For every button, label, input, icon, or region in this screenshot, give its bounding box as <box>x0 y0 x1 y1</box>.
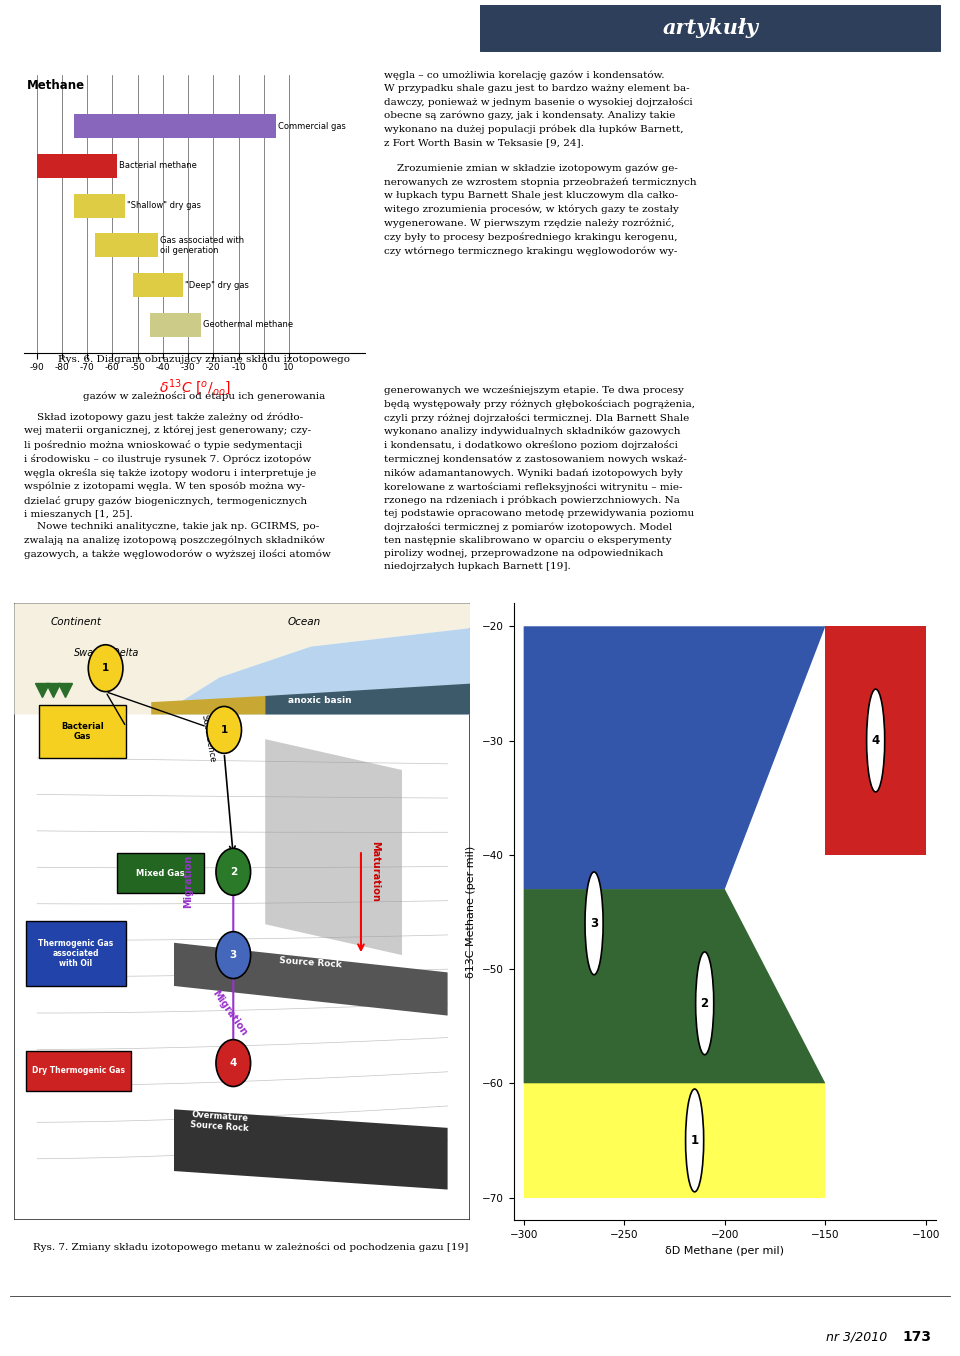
Polygon shape <box>152 696 265 715</box>
Circle shape <box>216 1040 251 1086</box>
Polygon shape <box>826 626 926 854</box>
Polygon shape <box>523 1083 826 1197</box>
Polygon shape <box>265 683 470 715</box>
X-axis label: $\delta^{13}C\ \mathit{[^o/_{oo}]}$: $\delta^{13}C\ \mathit{[^o/_{oo}]}$ <box>158 377 230 397</box>
Text: Skład izotopowy gazu jest także zależny od źródło-
wej materii organicznej, z kt: Skład izotopowy gazu jest także zależny … <box>24 412 331 559</box>
Polygon shape <box>174 1109 447 1189</box>
Polygon shape <box>523 890 826 1083</box>
Text: Bacterial methane: Bacterial methane <box>119 161 198 171</box>
Y-axis label: δ13C Methane (per mil): δ13C Methane (per mil) <box>467 846 476 978</box>
Text: Migration: Migration <box>183 854 193 907</box>
Bar <box>75 114 276 138</box>
Text: 2: 2 <box>229 866 237 877</box>
FancyBboxPatch shape <box>39 705 126 758</box>
Text: "Deep" dry gas: "Deep" dry gas <box>185 281 249 290</box>
Text: 4: 4 <box>229 1058 237 1069</box>
Text: generowanych we wcześniejszym etapie. Te dwa procesy
będą występowały przy różny: generowanych we wcześniejszym etapie. Te… <box>384 385 695 571</box>
Polygon shape <box>14 603 470 715</box>
Text: Migration: Migration <box>210 989 250 1037</box>
Text: 3: 3 <box>590 917 598 930</box>
Text: 173: 173 <box>902 1330 931 1344</box>
Text: Rys. 6. Diagram obrazujący zmianę składu izotopowego: Rys. 6. Diagram obrazujący zmianę składu… <box>58 355 350 365</box>
Text: Overmature
Source Rock: Overmature Source Rock <box>190 1109 250 1132</box>
Circle shape <box>585 872 603 975</box>
Bar <box>150 313 201 336</box>
Text: Subsidence: Subsidence <box>199 713 216 762</box>
Circle shape <box>88 644 123 692</box>
Text: "Shallow" dry gas: "Shallow" dry gas <box>127 201 201 210</box>
Text: Continent: Continent <box>51 617 102 626</box>
Text: 4: 4 <box>872 734 879 747</box>
Text: Ocean: Ocean <box>288 617 322 626</box>
Text: węgla – co umożliwia korelację gazów i kondensatów.
W przypadku shale gazu jest : węgla – co umożliwia korelację gazów i k… <box>384 71 697 255</box>
Text: artykuły: artykuły <box>662 19 758 38</box>
Polygon shape <box>160 628 470 715</box>
Polygon shape <box>265 739 402 955</box>
Circle shape <box>685 1089 704 1192</box>
Text: Swamp/Delta: Swamp/Delta <box>74 648 139 658</box>
FancyBboxPatch shape <box>117 853 204 894</box>
FancyBboxPatch shape <box>462 5 959 52</box>
Text: Bacterial
Gas: Bacterial Gas <box>61 721 105 742</box>
Circle shape <box>867 689 885 792</box>
Circle shape <box>206 706 242 754</box>
Bar <box>36 155 117 178</box>
Text: Thermogenic Gas
associated
with Oil: Thermogenic Gas associated with Oil <box>38 938 113 968</box>
Text: Methane: Methane <box>27 79 84 92</box>
Text: 2: 2 <box>701 997 708 1010</box>
Text: 1: 1 <box>690 1134 699 1147</box>
Text: 3: 3 <box>229 951 237 960</box>
Text: Maturation: Maturation <box>370 841 380 902</box>
Polygon shape <box>174 942 447 1016</box>
Bar <box>95 233 157 258</box>
Text: Geothermal methane: Geothermal methane <box>203 320 293 330</box>
Text: gazów w zależności od etapu ich generowania: gazów w zależności od etapu ich generowa… <box>83 392 325 401</box>
Circle shape <box>216 932 251 979</box>
Text: Gas associated with
oil generation: Gas associated with oil generation <box>159 236 244 255</box>
Text: anoxic basin: anoxic basin <box>288 697 351 705</box>
Text: 1: 1 <box>221 725 228 735</box>
Text: Rys. 7. Zmiany składu izotopowego metanu w zależności od pochodzenia gazu [19]: Rys. 7. Zmiany składu izotopowego metanu… <box>33 1242 468 1253</box>
Bar <box>75 194 125 217</box>
FancyBboxPatch shape <box>26 921 126 986</box>
Circle shape <box>216 849 251 895</box>
Polygon shape <box>523 626 826 890</box>
Text: Commercial gas: Commercial gas <box>278 122 347 130</box>
FancyBboxPatch shape <box>26 1051 131 1090</box>
Text: Source Rock: Source Rock <box>278 956 342 970</box>
Text: nr 3/2010: nr 3/2010 <box>826 1330 887 1344</box>
Text: Dry Thermogenic Gas: Dry Thermogenic Gas <box>32 1066 125 1075</box>
X-axis label: δD Methane (per mil): δD Methane (per mil) <box>665 1246 784 1256</box>
Bar <box>132 273 183 297</box>
Circle shape <box>696 952 713 1055</box>
Text: Mixed Gas: Mixed Gas <box>136 869 184 877</box>
Text: 1: 1 <box>102 663 109 673</box>
